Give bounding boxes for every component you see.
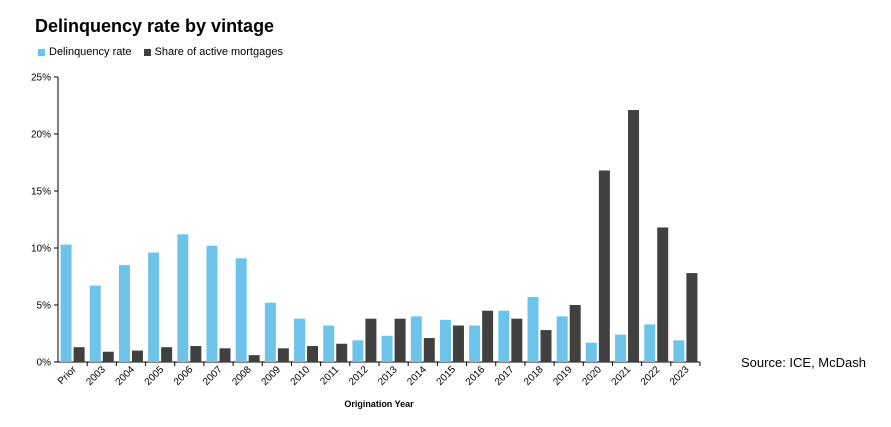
x-tick-label: 2018	[522, 364, 546, 388]
bar-delinquency-rate-2013	[381, 335, 393, 362]
y-tick-label: 20%	[31, 130, 51, 141]
bar-delinquency-rate-2006	[177, 234, 189, 362]
x-axis-title: Origination Year	[344, 399, 414, 409]
x-tick-label: 2004	[114, 364, 138, 388]
legend-label-delinquency-rate: Delinquency rate	[49, 46, 132, 58]
bar-share-of-active-mortgages-2021	[628, 110, 640, 362]
bar-share-of-active-mortgages-2006	[190, 346, 202, 362]
bar-share-of-active-mortgages-2017	[511, 318, 523, 362]
x-tick-label: 2003	[84, 364, 108, 388]
x-tick-label: 2011	[318, 364, 341, 387]
bar-delinquency-rate-2009	[264, 302, 276, 362]
bar-delinquency-rate-2007	[206, 245, 218, 362]
legend-item-share-of-active-mortgages: Share of active mortgages	[143, 46, 283, 58]
bar-delinquency-rate-prior	[60, 244, 72, 362]
legend-label-share-of-active-mortgages: Share of active mortgages	[154, 46, 283, 58]
bar-delinquency-rate-2011	[323, 325, 335, 362]
x-tick-label: 2019	[551, 364, 575, 388]
x-tick-label: 2008	[230, 364, 254, 388]
x-tick-label: 2015	[435, 364, 459, 388]
source-note: Source: ICE, McDash	[741, 355, 866, 370]
x-tick-label: 2007	[201, 364, 225, 388]
bar-delinquency-rate-2021	[615, 334, 627, 362]
bar-share-of-active-mortgages-2011	[336, 343, 348, 362]
bar-delinquency-rate-2016	[469, 325, 481, 362]
bar-delinquency-rate-2008	[235, 258, 247, 362]
x-tick-label: 2022	[639, 364, 663, 388]
x-tick-label: 2014	[405, 364, 429, 388]
bar-delinquency-rate-2019	[556, 316, 568, 362]
x-tick-label: 2013	[376, 364, 400, 388]
bar-share-of-active-mortgages-2005	[161, 347, 173, 362]
bar-share-of-active-mortgages-2018	[540, 330, 552, 362]
bar-delinquency-rate-2017	[498, 310, 510, 362]
x-tick-label: 2012	[347, 364, 371, 388]
x-tick-label: 2006	[172, 364, 196, 388]
bar-share-of-active-mortgages-2003	[102, 351, 114, 362]
y-tick-label: 0%	[37, 358, 52, 369]
y-tick-label: 10%	[31, 244, 51, 255]
bar-share-of-active-mortgages-2012	[365, 318, 377, 362]
legend-swatch-delinquency-rate	[38, 48, 45, 56]
x-tick-label: 2020	[580, 364, 604, 388]
bar-delinquency-rate-2014	[410, 316, 422, 362]
legend-swatch-share-of-active-mortgages	[143, 48, 151, 56]
bar-share-of-active-mortgages-2007	[219, 348, 231, 362]
bar-share-of-active-mortgages-2022	[657, 227, 669, 362]
bar-share-of-active-mortgages-2004	[131, 350, 143, 362]
bar-delinquency-rate-2010	[294, 318, 306, 362]
bar-share-of-active-mortgages-2019	[569, 305, 581, 362]
bar-share-of-active-mortgages-2016	[482, 310, 494, 362]
chart-title: Delinquency rate by vintage	[35, 16, 275, 36]
bar-share-of-active-mortgages-2015	[452, 325, 464, 362]
y-tick-label: 25%	[31, 73, 51, 84]
bar-delinquency-rate-2005	[148, 252, 160, 362]
bar-share-of-active-mortgages-2008	[248, 355, 260, 362]
bar-delinquency-rate-2015	[439, 319, 451, 362]
legend-item-delinquency-rate: Delinquency rate	[38, 46, 132, 58]
bar-delinquency-rate-2020	[585, 342, 597, 362]
y-tick-label: 15%	[31, 187, 51, 198]
bar-share-of-active-mortgages-2020	[598, 170, 610, 362]
x-tick-label: Prior	[56, 364, 79, 387]
bar-share-of-active-mortgages-2013	[394, 318, 406, 362]
bar-delinquency-rate-2018	[527, 297, 539, 362]
x-tick-label: 2005	[143, 364, 167, 388]
bar-share-of-active-mortgages-2014	[423, 338, 435, 362]
bar-delinquency-rate-2023	[673, 340, 685, 362]
bar-share-of-active-mortgages-2009	[277, 348, 289, 362]
x-tick-label: 2016	[464, 364, 488, 388]
y-tick-label: 5%	[37, 301, 52, 312]
x-tick-label: 2009	[259, 364, 283, 388]
bar-delinquency-rate-2022	[644, 324, 656, 362]
x-tick-label: 2023	[668, 364, 692, 388]
x-tick-label: 2010	[289, 364, 313, 388]
bar-delinquency-rate-2012	[352, 340, 364, 362]
legend: Delinquency rate Share of active mortgag…	[38, 46, 295, 58]
x-tick-label: 2021	[610, 364, 634, 388]
bar-share-of-active-mortgages-2010	[307, 346, 319, 362]
bar-share-of-active-mortgages-prior	[73, 347, 85, 362]
bar-delinquency-rate-2004	[118, 265, 130, 362]
x-tick-label: 2017	[493, 364, 517, 388]
bar-delinquency-rate-2003	[89, 285, 101, 362]
bar-share-of-active-mortgages-2023	[686, 273, 698, 362]
